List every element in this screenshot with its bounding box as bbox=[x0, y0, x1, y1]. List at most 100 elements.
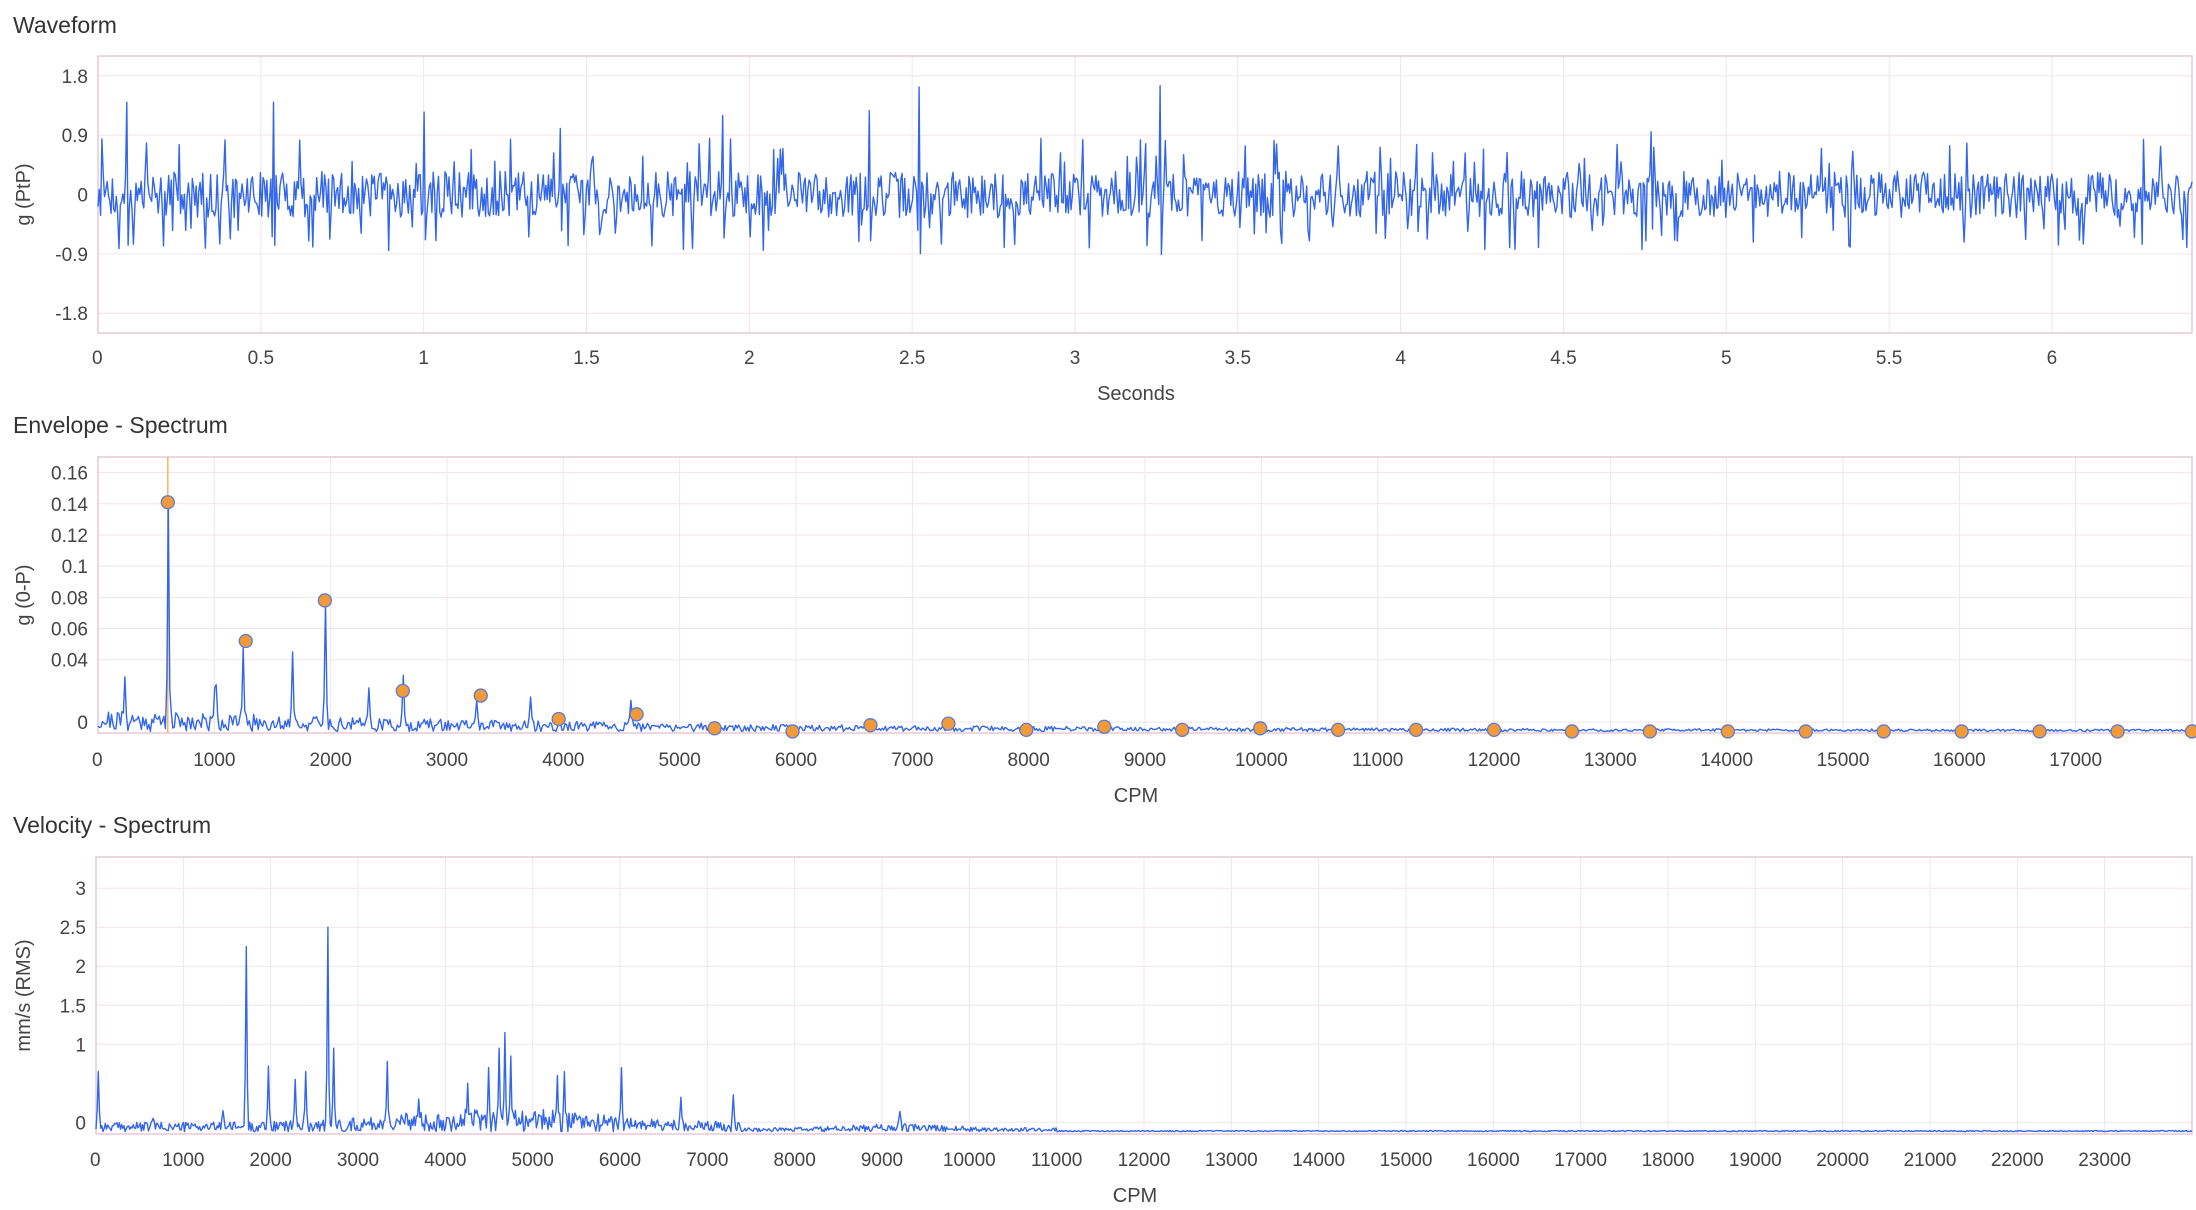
harmonic-marker[interactable] bbox=[1720, 724, 1735, 739]
harmonic-marker[interactable] bbox=[1954, 724, 1969, 739]
x-tick-label: 4000 bbox=[424, 1150, 466, 1171]
x-tick-label: 5.5 bbox=[1876, 348, 1902, 369]
y-tick-label: 0.16 bbox=[51, 464, 88, 485]
x-tick-label: 0.5 bbox=[248, 348, 274, 369]
x-tick-label: 4.5 bbox=[1550, 348, 1576, 369]
x-tick-label: 13000 bbox=[1205, 1150, 1258, 1171]
x-axis-title: CPM bbox=[1113, 1185, 1157, 1207]
harmonic-marker[interactable] bbox=[1253, 721, 1268, 736]
x-tick-label: 10000 bbox=[1235, 750, 1288, 771]
x-tick-label: 3 bbox=[1070, 348, 1081, 369]
x-tick-label: 2.5 bbox=[899, 348, 925, 369]
harmonic-marker[interactable] bbox=[317, 593, 333, 608]
plot-frame bbox=[97, 456, 2193, 734]
velocity-spectrum-title: Velocity - Spectrum bbox=[13, 812, 212, 838]
harmonic-marker[interactable] bbox=[395, 683, 410, 699]
x-tick-label: 12000 bbox=[1118, 1150, 1171, 1171]
y-tick-label: 0.9 bbox=[62, 126, 88, 147]
x-tick-label: 6 bbox=[2047, 348, 2058, 369]
x-tick-label: 6000 bbox=[599, 1150, 641, 1171]
x-tick-label: 1.5 bbox=[573, 348, 599, 369]
y-axis-title: g (0-P) bbox=[13, 564, 35, 625]
x-tick-label: 10000 bbox=[943, 1150, 996, 1171]
x-tick-label: 0 bbox=[92, 348, 103, 369]
waveform-chart[interactable]: 0 0.5 1 1.5 2 2.5 3 3.5 4 4.5 5 5.5 6 -1.8 -0.9 0 0.9 1.8… bbox=[0, 0, 2196, 420]
x-tick-label: 15000 bbox=[1380, 1150, 1433, 1171]
harmonic-marker[interactable] bbox=[2184, 724, 2196, 739]
harmonic-marker[interactable] bbox=[1019, 722, 1034, 738]
series-line bbox=[95, 926, 2193, 1133]
y-tick-label: 0 bbox=[77, 186, 88, 207]
harmonic-marker[interactable] bbox=[2110, 724, 2125, 739]
x-tick-label: 16000 bbox=[1933, 750, 1986, 771]
velocity-spectrum-panel: Velocity - Spectrum 0 1000 2000 3000 4000 500… bbox=[0, 800, 2196, 1210]
harmonic-marker[interactable] bbox=[1486, 722, 1502, 738]
y-tick-label: 3 bbox=[75, 879, 86, 900]
harmonic-marker[interactable] bbox=[2032, 724, 2047, 739]
harmonic-marker[interactable] bbox=[1798, 724, 1813, 739]
velocity-spectrum-chart[interactable]: 0 1000 2000 3000 4000 5000 6000 7000 8000 9000 100… bbox=[0, 800, 2196, 1210]
y-tick-label: 0.08 bbox=[51, 588, 88, 609]
y-tick-label: 0.1 bbox=[62, 557, 88, 578]
x-tick-label: 14000 bbox=[1292, 1150, 1345, 1171]
envelope-spectrum-chart[interactable]: 0 1000 2000 3000 4000 5000 6000 7000 8000 9000 100… bbox=[0, 400, 2196, 810]
harmonic-marker[interactable] bbox=[1097, 719, 1112, 734]
harmonic-marker[interactable] bbox=[785, 724, 800, 739]
x-tick-label: 5000 bbox=[512, 1150, 554, 1171]
x-tick-label: 17000 bbox=[2049, 750, 2102, 771]
y-tick-label: -1.8 bbox=[55, 304, 88, 325]
harmonic-marker[interactable] bbox=[473, 688, 488, 703]
harmonic-marker[interactable] bbox=[707, 721, 722, 736]
x-tick-label: 13000 bbox=[1584, 750, 1637, 771]
x-tick-label: 7000 bbox=[891, 750, 933, 771]
grid bbox=[95, 856, 2193, 1135]
series-line bbox=[97, 85, 2193, 256]
x-tick-label: 1 bbox=[418, 348, 429, 369]
x-tick-label: 17000 bbox=[1554, 1150, 1607, 1171]
harmonic-marker[interactable] bbox=[1330, 722, 1346, 738]
x-tick-label: 15000 bbox=[1817, 750, 1870, 771]
x-tick-label: 2000 bbox=[250, 1150, 292, 1171]
y-tick-label: 2.5 bbox=[60, 918, 86, 939]
x-tick-label: 8000 bbox=[1008, 750, 1050, 771]
harmonic-marker[interactable] bbox=[1642, 724, 1658, 739]
harmonic-marker[interactable] bbox=[1876, 724, 1891, 739]
plot-frame bbox=[95, 856, 2193, 1135]
x-axis-title: Seconds bbox=[1097, 383, 1175, 405]
x-tick-label: 1000 bbox=[193, 750, 235, 771]
y-tick-label: 1.8 bbox=[62, 67, 88, 88]
y-tick-label: 1.5 bbox=[60, 996, 86, 1017]
x-tick-label: 14000 bbox=[1700, 750, 1753, 771]
harmonic-marker[interactable] bbox=[1564, 724, 1580, 739]
harmonic-marker[interactable] bbox=[160, 495, 175, 510]
x-tick-label: 21000 bbox=[1904, 1150, 1957, 1171]
harmonic-marker[interactable] bbox=[863, 718, 878, 733]
envelope-spectrum-panel: Envelope - Spectrum 0 1000 2000 3000 4000 500… bbox=[0, 400, 2196, 807]
x-tick-label: 0 bbox=[92, 750, 103, 771]
y-axis-title: g (PtP) bbox=[13, 163, 35, 225]
harmonic-marker[interactable] bbox=[1175, 722, 1190, 738]
x-tick-label: 1000 bbox=[162, 1150, 204, 1171]
plot-frame bbox=[97, 55, 2193, 334]
harmonic-marker[interactable] bbox=[551, 711, 566, 727]
x-tick-label: 8000 bbox=[774, 1150, 816, 1171]
waveform-panel: Waveform 0 0.5 1 1.5 2 2.5 3 3.5 4 4.5 5 5.5 6 -1.8 -0… bbox=[0, 0, 2196, 405]
x-tick-label: 6000 bbox=[775, 750, 817, 771]
series-line bbox=[97, 501, 2193, 733]
x-tick-label: 11000 bbox=[1031, 1150, 1082, 1171]
x-tick-label: 9000 bbox=[861, 1150, 903, 1171]
x-tick-label: 3.5 bbox=[1225, 348, 1251, 369]
y-tick-label: 0.06 bbox=[51, 620, 88, 641]
harmonic-marker[interactable] bbox=[941, 716, 956, 731]
x-tick-label: 5 bbox=[1721, 348, 1732, 369]
y-tick-label: 0 bbox=[75, 1113, 86, 1134]
x-tick-label: 11000 bbox=[1352, 750, 1403, 771]
grid bbox=[97, 456, 2193, 734]
y-tick-label: 0.14 bbox=[51, 495, 88, 516]
waveform-title: Waveform bbox=[13, 12, 117, 38]
harmonic-marker[interactable] bbox=[1408, 722, 1424, 738]
harmonic-marker[interactable] bbox=[238, 633, 253, 649]
x-tick-label: 5000 bbox=[659, 750, 701, 771]
harmonic-marker[interactable] bbox=[629, 707, 644, 722]
x-tick-label: 4 bbox=[1395, 348, 1406, 369]
